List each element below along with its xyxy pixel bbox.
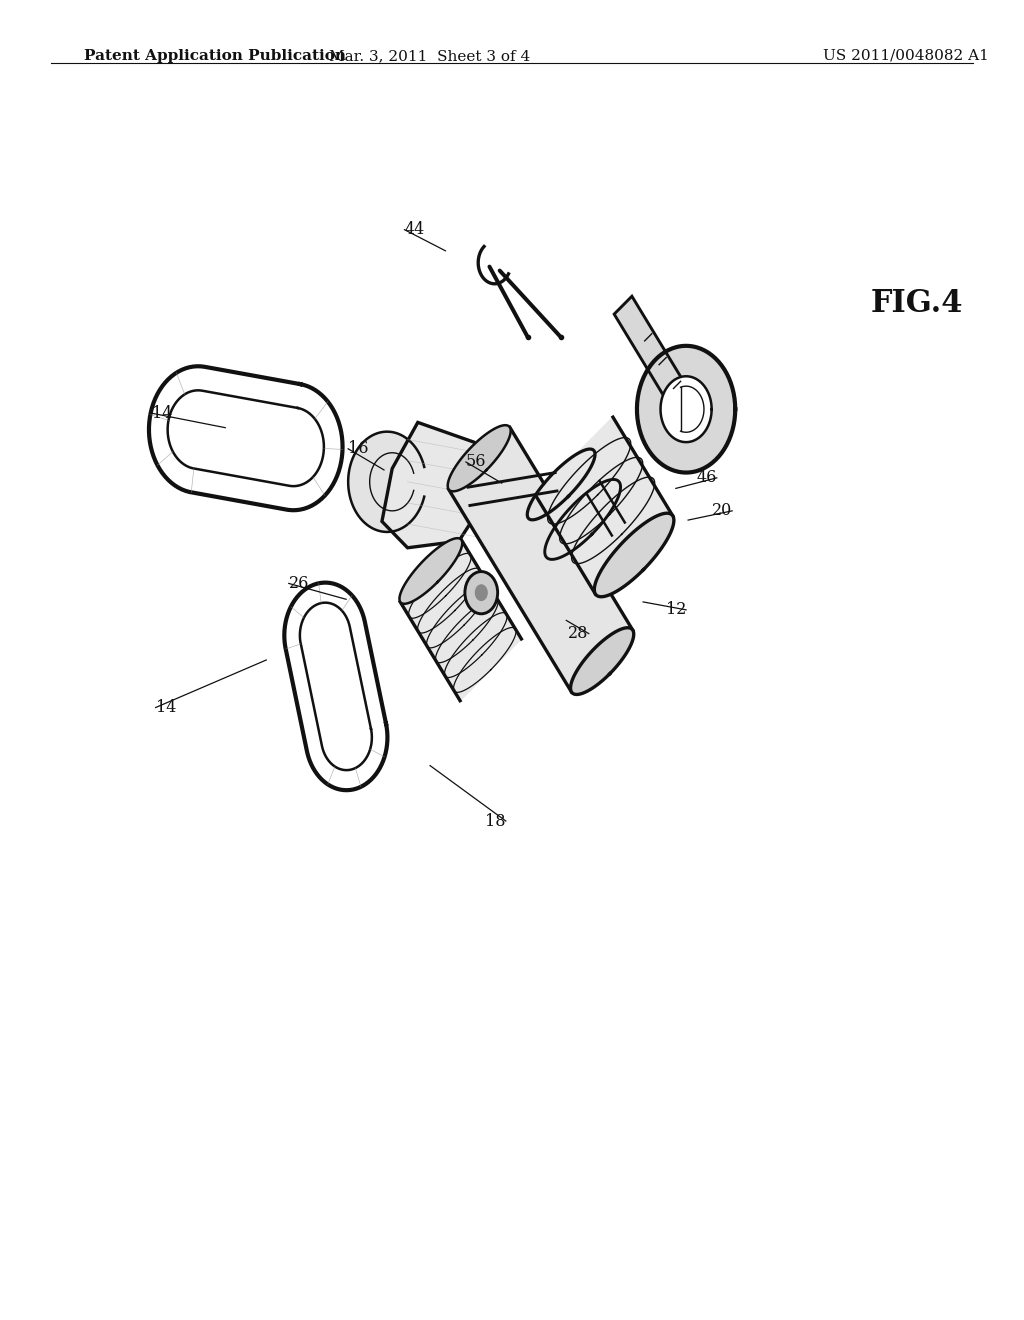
- Text: 16: 16: [348, 441, 369, 457]
- Polygon shape: [594, 513, 674, 597]
- Text: Mar. 3, 2011  Sheet 3 of 4: Mar. 3, 2011 Sheet 3 of 4: [330, 49, 530, 63]
- Polygon shape: [400, 540, 521, 701]
- Text: 18: 18: [485, 813, 506, 829]
- Polygon shape: [637, 346, 735, 473]
- Text: US 2011/0048082 A1: US 2011/0048082 A1: [823, 49, 989, 63]
- Polygon shape: [300, 603, 372, 770]
- Text: 46: 46: [696, 470, 717, 486]
- Polygon shape: [447, 425, 511, 491]
- Text: 12: 12: [666, 602, 686, 618]
- Text: 44: 44: [404, 222, 425, 238]
- Text: 28: 28: [568, 626, 589, 642]
- Polygon shape: [348, 432, 424, 532]
- Polygon shape: [536, 417, 673, 594]
- Polygon shape: [399, 539, 462, 603]
- Text: 14: 14: [156, 700, 176, 715]
- Polygon shape: [614, 296, 705, 433]
- Circle shape: [465, 572, 498, 614]
- Circle shape: [475, 585, 487, 601]
- Polygon shape: [570, 628, 634, 694]
- Text: Patent Application Publication: Patent Application Publication: [84, 49, 346, 63]
- Polygon shape: [168, 391, 324, 486]
- Text: 56: 56: [466, 454, 486, 470]
- Text: 26: 26: [289, 576, 309, 591]
- Polygon shape: [382, 422, 489, 548]
- Text: 20: 20: [712, 503, 732, 519]
- Text: FIG.4: FIG.4: [870, 288, 963, 319]
- Polygon shape: [660, 376, 712, 442]
- Text: 14: 14: [152, 405, 172, 421]
- Polygon shape: [449, 428, 633, 692]
